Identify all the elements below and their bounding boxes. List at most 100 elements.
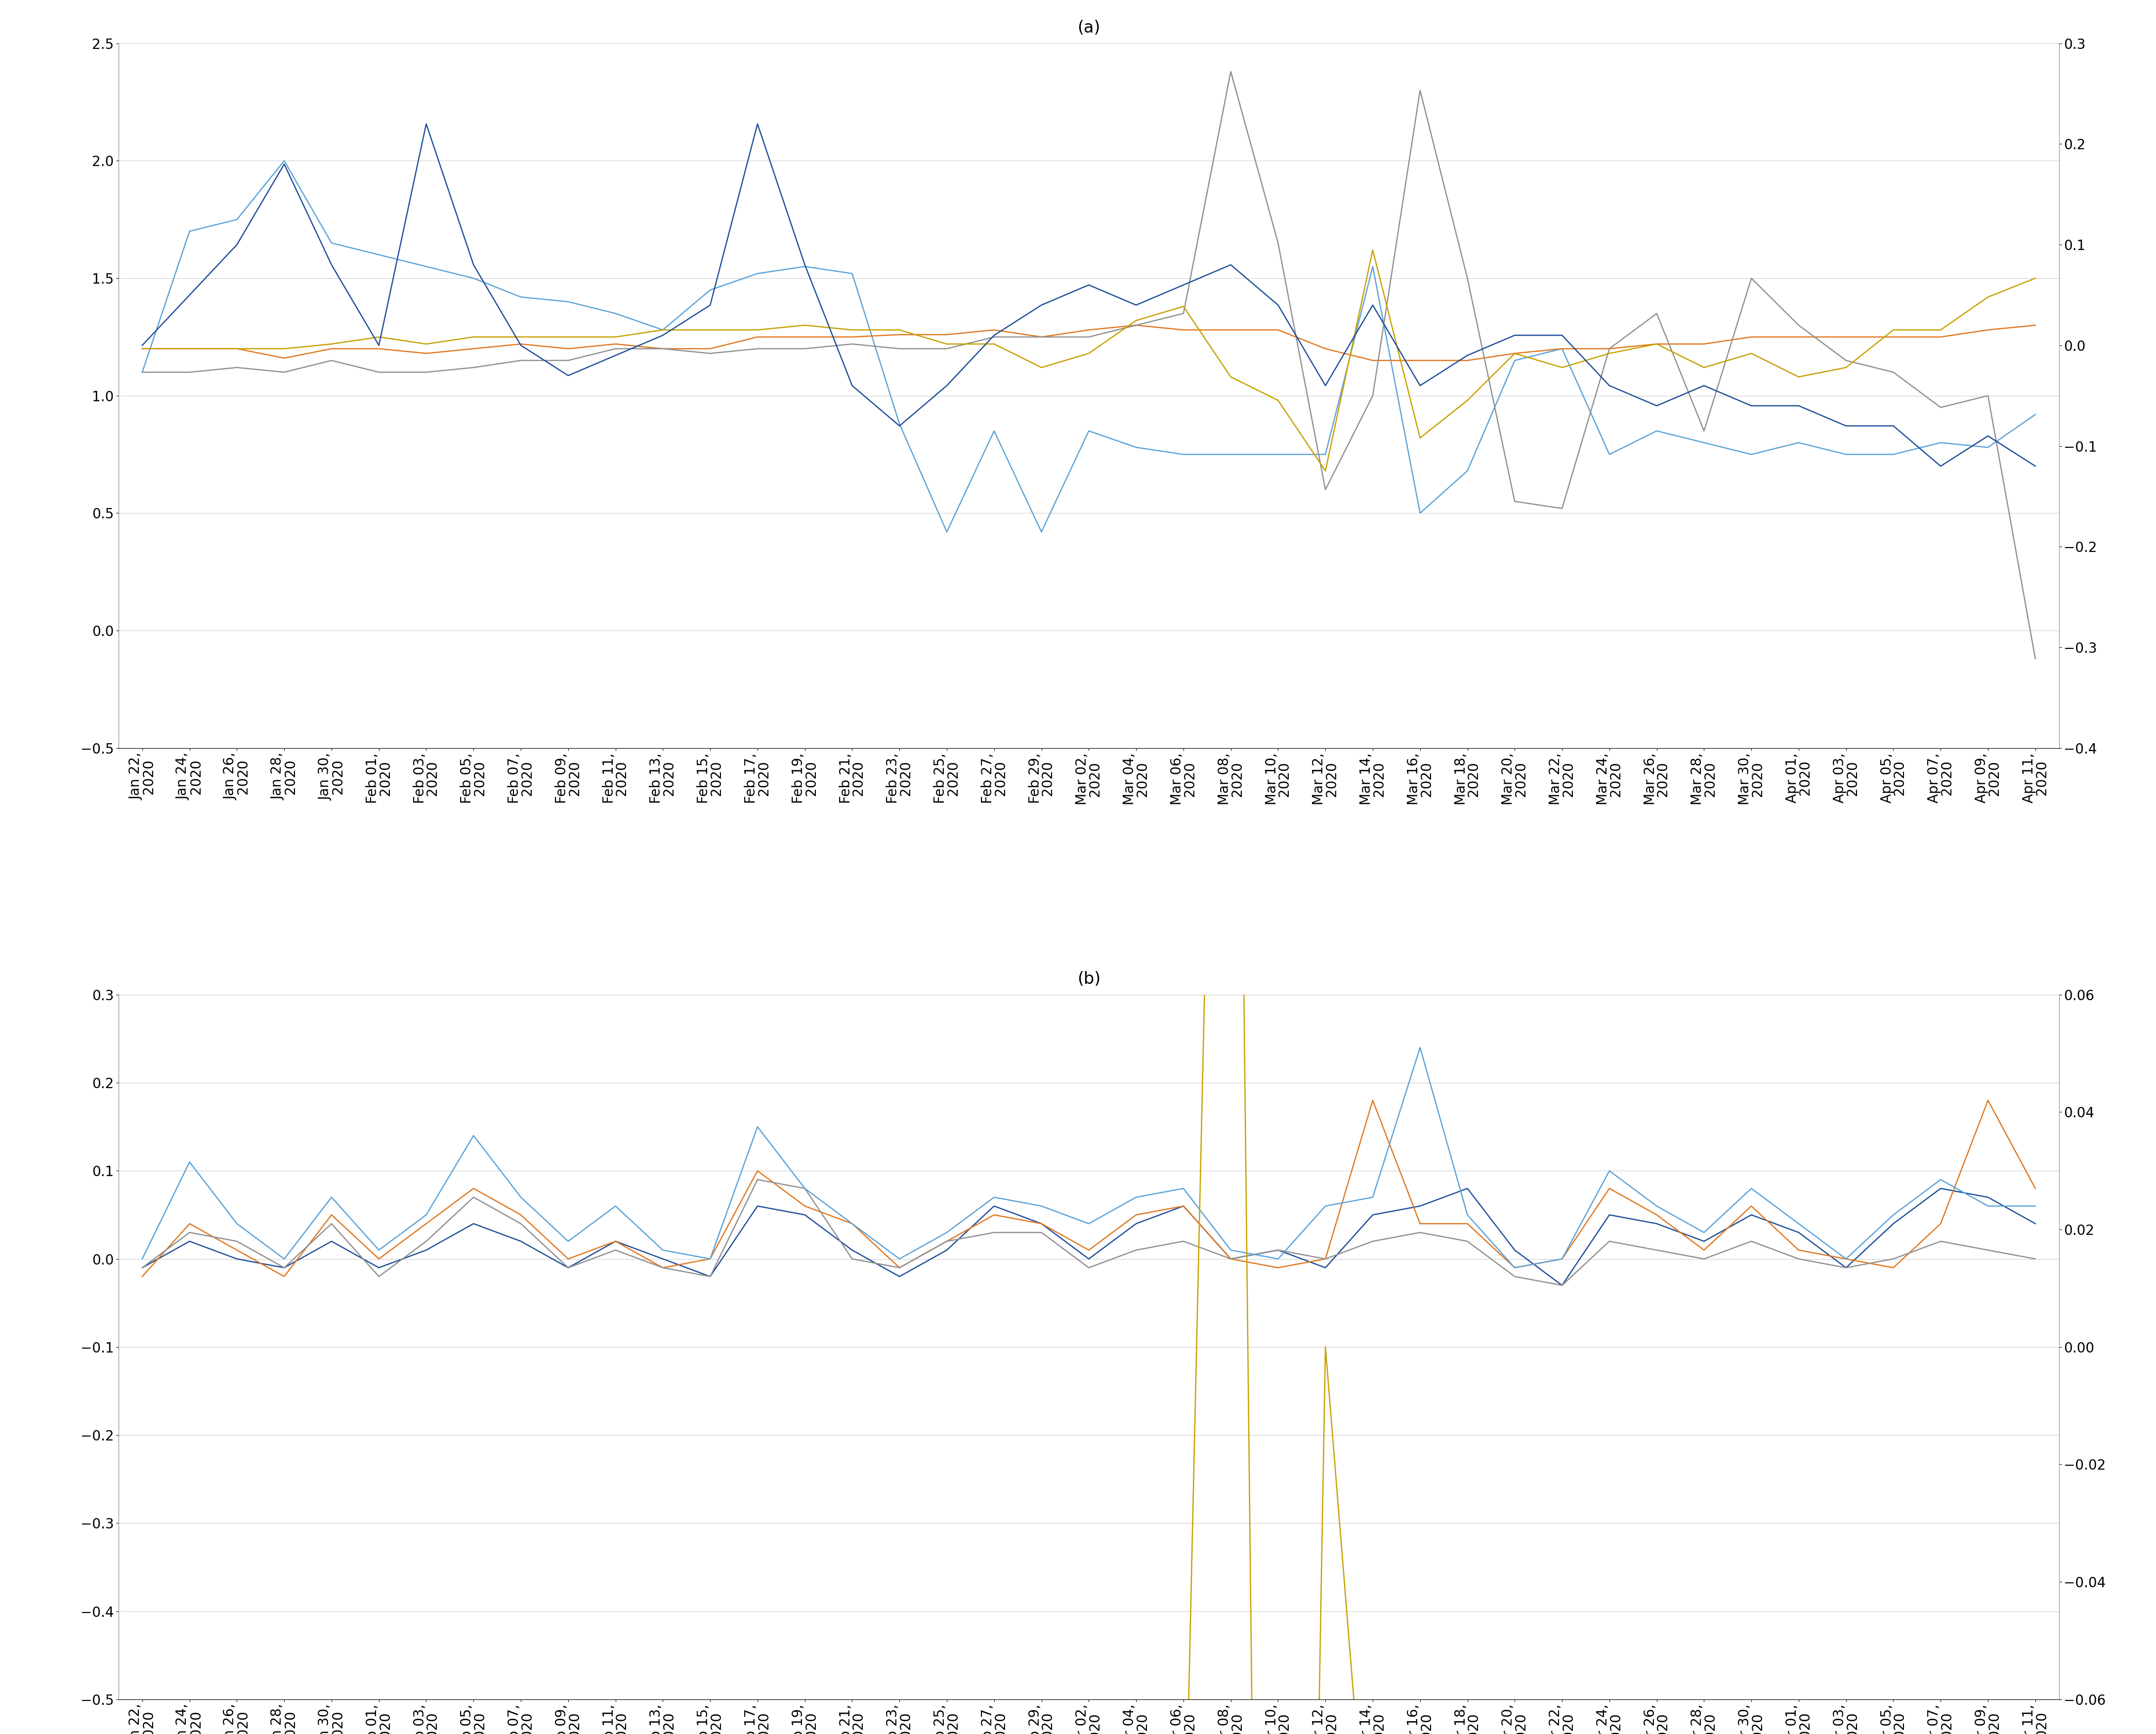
BitcoinCash (1833, 1248, 1858, 1269)
XRP (1503, 1266, 1529, 1287)
S&P 500 (319, 333, 345, 354)
Etherum (1171, 1196, 1197, 1217)
XRP (1738, 1231, 1764, 1252)
S&P 500 (886, 319, 912, 340)
S&P 500 (1503, 343, 1529, 364)
GOLD (2022, 316, 2048, 336)
Bitcoin (1738, 1205, 1764, 1226)
XRP (981, 1222, 1007, 1243)
COVID (1266, 295, 1291, 316)
XRP (886, 1257, 912, 1278)
GOLD (1076, 319, 1102, 340)
GOLD (367, 338, 392, 359)
VIX (1313, 444, 1339, 465)
GOLD (744, 326, 770, 347)
OIL (2022, 649, 2048, 669)
VIX (791, 257, 817, 277)
BitcoinCash (1313, 1196, 1339, 1217)
GOLD (696, 338, 722, 359)
OIL (367, 362, 392, 383)
Bitcoin (224, 1248, 250, 1269)
S&P 500 (649, 319, 675, 340)
Bitcoin (272, 1257, 298, 1278)
GOLD (649, 338, 675, 359)
BitcoinCash (1643, 1196, 1669, 1217)
Title: (b): (b) (1078, 971, 1100, 987)
COVID (461, 255, 487, 276)
Etherum (839, 1214, 865, 1235)
COVID (696, 295, 722, 316)
OIL (1123, 316, 1149, 336)
XRP (839, 1248, 865, 1269)
S&P 500 (1880, 319, 1906, 340)
GOLD (981, 319, 1007, 340)
XRP (696, 1266, 722, 1287)
S&P 500 (1595, 343, 1621, 364)
S&P 500 (177, 338, 203, 359)
VIX (934, 522, 959, 543)
S&P 500 (1266, 390, 1291, 411)
Etherum (461, 1177, 487, 1198)
GOLD (602, 333, 627, 354)
S&P 500 (1028, 357, 1054, 378)
Bitcoin (602, 1231, 627, 1252)
S&P 500 (981, 333, 1007, 354)
Etherum (886, 1257, 912, 1278)
VIX (177, 220, 203, 241)
GOLD (1738, 326, 1764, 347)
Line: OIL: OIL (142, 71, 2035, 659)
Title: (a): (a) (1078, 19, 1100, 36)
S&P 500 (1690, 357, 1716, 378)
BitcoinCash (1550, 1248, 1576, 1269)
BitcoinCash (2022, 1196, 2048, 1217)
Etherum (602, 1231, 627, 1252)
OIL (649, 338, 675, 359)
XRP (414, 1231, 440, 1252)
Bitcoin (1550, 1274, 1576, 1295)
Bitcoin (1785, 1222, 1811, 1243)
Etherum (224, 1240, 250, 1261)
VIX (744, 264, 770, 284)
Etherum (177, 1214, 203, 1235)
GOLD (272, 349, 298, 369)
COVID (1643, 395, 1669, 416)
COVID (224, 234, 250, 255)
GOLD (1028, 326, 1054, 347)
Bitcoin (649, 1248, 675, 1269)
Etherum (1975, 1091, 2001, 1111)
OIL (1455, 267, 1481, 288)
COVID (981, 324, 1007, 345)
COVID (556, 366, 582, 387)
COVID (1076, 274, 1102, 295)
COVID (1927, 456, 1953, 477)
S&P 500 (224, 338, 250, 359)
GOLD (1123, 316, 1149, 336)
VIX (224, 210, 250, 231)
Bitcoin (177, 1231, 203, 1252)
Etherum (934, 1231, 959, 1252)
VIX (886, 413, 912, 434)
GOLD (224, 338, 250, 359)
BitcoinCash (319, 1186, 345, 1207)
Bitcoin (1833, 1257, 1858, 1278)
S&P 500 (1408, 428, 1434, 449)
OIL (272, 362, 298, 383)
VIX (129, 362, 155, 383)
Etherum (981, 1205, 1007, 1226)
VIX (1550, 338, 1576, 359)
Etherum (414, 1214, 440, 1235)
OIL (556, 350, 582, 371)
OIL (1595, 338, 1621, 359)
Bitcoin (414, 1240, 440, 1261)
S&P 500 (129, 338, 155, 359)
OIL (1738, 267, 1764, 288)
OIL (414, 362, 440, 383)
Bitcoin (1028, 1214, 1054, 1235)
Etherum (1408, 1214, 1434, 1235)
S&P 500 (1360, 239, 1386, 260)
OIL (319, 350, 345, 371)
S&P 500 (509, 326, 535, 347)
COVID (1503, 324, 1529, 345)
COVID (934, 375, 959, 395)
Bitcoin (1218, 1248, 1244, 1269)
